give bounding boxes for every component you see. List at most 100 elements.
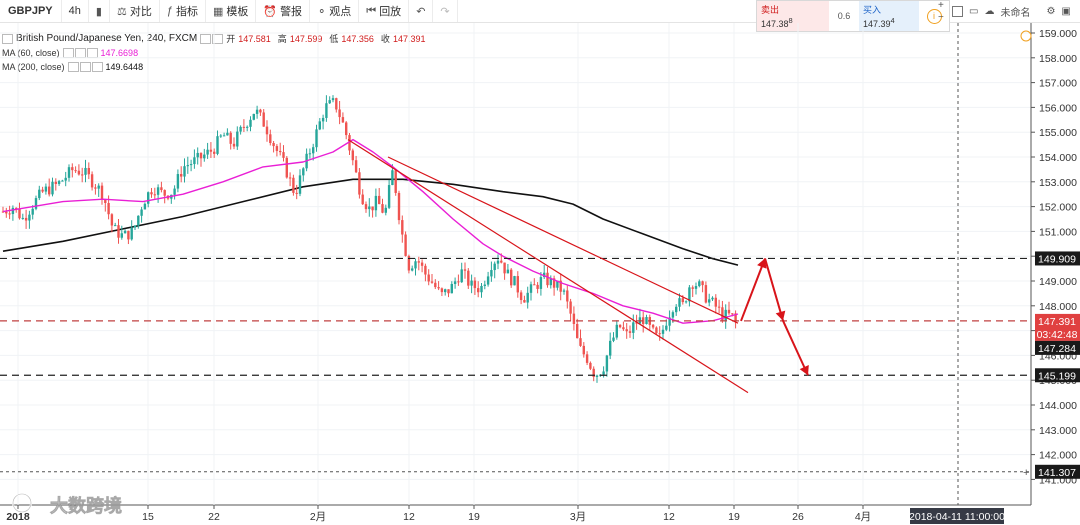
time-label: 2018-04-11 11:00:00 (909, 511, 1005, 523)
layout-icon[interactable]: ▭ (969, 5, 979, 17)
candle-body (721, 307, 724, 321)
gear-icon[interactable]: ⚙ (1046, 5, 1056, 17)
time-axis[interactable]: 2018 15 22 2月 12 19 3月 12 19 26 4月 2018-04-11 11:00… (6, 505, 1005, 524)
watermark-text: 大数跨境 (50, 495, 122, 516)
settings-icon[interactable] (212, 34, 224, 44)
replay-button[interactable]: ⏮ 回放 (359, 0, 410, 22)
candle-body (229, 132, 232, 144)
candle-body (473, 280, 477, 289)
candle-body (671, 312, 675, 318)
candle-body (658, 333, 661, 335)
candle-body (513, 276, 516, 286)
trade-info-button[interactable]: i (919, 1, 949, 31)
candle-body (576, 323, 579, 339)
candle-body (463, 269, 467, 271)
compare-button[interactable]: ⚖ 对比 (110, 0, 160, 22)
candle-body (351, 150, 354, 161)
candle-body (239, 126, 242, 132)
camera-icon[interactable]: ▣ (1061, 5, 1071, 17)
idea-icon: ⚬ (317, 5, 327, 18)
watermark-logo-outline (12, 493, 32, 513)
sell-button[interactable]: 卖出 147.388 (757, 1, 829, 31)
candle-body (288, 177, 292, 179)
candle-body (701, 281, 704, 286)
candle-body (546, 272, 549, 286)
ma60-value: 147.6698 (100, 48, 139, 58)
candle-body (457, 281, 460, 283)
candle-body (556, 280, 559, 288)
price-tick-label: 157.000 (1039, 78, 1077, 90)
candle-body (54, 181, 57, 184)
candle-body (272, 143, 275, 147)
candle-body (361, 194, 364, 205)
interval-selector[interactable]: 4h (62, 0, 89, 22)
candle-body (519, 292, 523, 301)
candles (1, 95, 737, 383)
sell-price-sup: 8 (788, 16, 793, 25)
candle-body (84, 167, 87, 175)
price-axis-bg (1031, 23, 1080, 525)
open-label: 开 (226, 34, 236, 44)
candle-body (371, 206, 374, 211)
plus-icon[interactable]: + (938, 0, 944, 11)
collapse-icon[interactable] (2, 34, 13, 44)
candle-body (711, 297, 714, 300)
candle-body (665, 325, 668, 330)
candle-body (150, 192, 153, 195)
price-tag-label: 141.307 (1038, 467, 1076, 479)
low-value: 147.356 (341, 34, 374, 44)
fullscreen-checkbox[interactable] (952, 5, 963, 17)
symbol-selector[interactable]: GBPJPY (0, 0, 62, 22)
ma200-settings-icon[interactable] (79, 62, 91, 72)
candle-body (18, 208, 21, 219)
chart-style-button[interactable]: ▮ (89, 0, 110, 22)
cloud-icon[interactable]: ☁ (984, 5, 995, 17)
indicator-button[interactable]: ƒ 指标 (160, 0, 206, 22)
time-tick-label: 12 (403, 511, 415, 523)
candle-body (434, 282, 437, 288)
high-label: 高 (277, 34, 287, 44)
visibility-icon[interactable] (200, 34, 212, 44)
candle-body (213, 151, 216, 154)
candle-body (595, 375, 599, 377)
projection-arrows (740, 258, 809, 376)
ma200-label: MA (200, close) (2, 62, 65, 72)
close-label: 收 (380, 34, 390, 44)
candle-body (8, 213, 11, 215)
candle-body (94, 187, 97, 189)
high-value: 147.599 (289, 34, 323, 44)
redo-button[interactable]: ↷ (433, 0, 458, 22)
buy-label: 买入 (863, 5, 882, 15)
candle-body (348, 135, 351, 151)
open-value: 147.581 (238, 34, 271, 44)
candle-body (180, 174, 183, 177)
layout-name[interactable]: 未命名 (1000, 7, 1031, 19)
candle-body (137, 215, 140, 226)
candle-body (632, 322, 635, 333)
ma60-line (2, 138, 739, 324)
candle-body (242, 126, 246, 128)
price-tick-label: 156.000 (1039, 102, 1077, 114)
candle-body (51, 181, 54, 195)
idea-button[interactable]: ⚬ 观点 (310, 0, 360, 22)
ma200-close-icon[interactable] (91, 62, 103, 72)
candle-body (651, 324, 655, 328)
candle-body (559, 280, 562, 292)
candle-body (183, 166, 186, 177)
candle-body (114, 225, 117, 227)
sell-price: 147.38 (761, 19, 789, 29)
undo-button[interactable]: ↶ (409, 0, 434, 22)
candle-body (506, 269, 510, 274)
candle-style-icon: ▮ (95, 5, 102, 18)
buy-button[interactable]: 买入 147.394 (859, 1, 919, 31)
replay-icon: ⏮ (366, 4, 377, 17)
candle-body (130, 227, 133, 240)
template-button[interactable]: ▦ 模板 (206, 0, 257, 22)
minus-icon[interactable]: − (938, 12, 944, 23)
alarm-button[interactable]: ⏰ 警报 (256, 0, 311, 22)
ma200-visibility-icon[interactable] (67, 62, 79, 72)
candle-body (516, 276, 519, 293)
time-tick-label: 3月 (570, 511, 586, 523)
